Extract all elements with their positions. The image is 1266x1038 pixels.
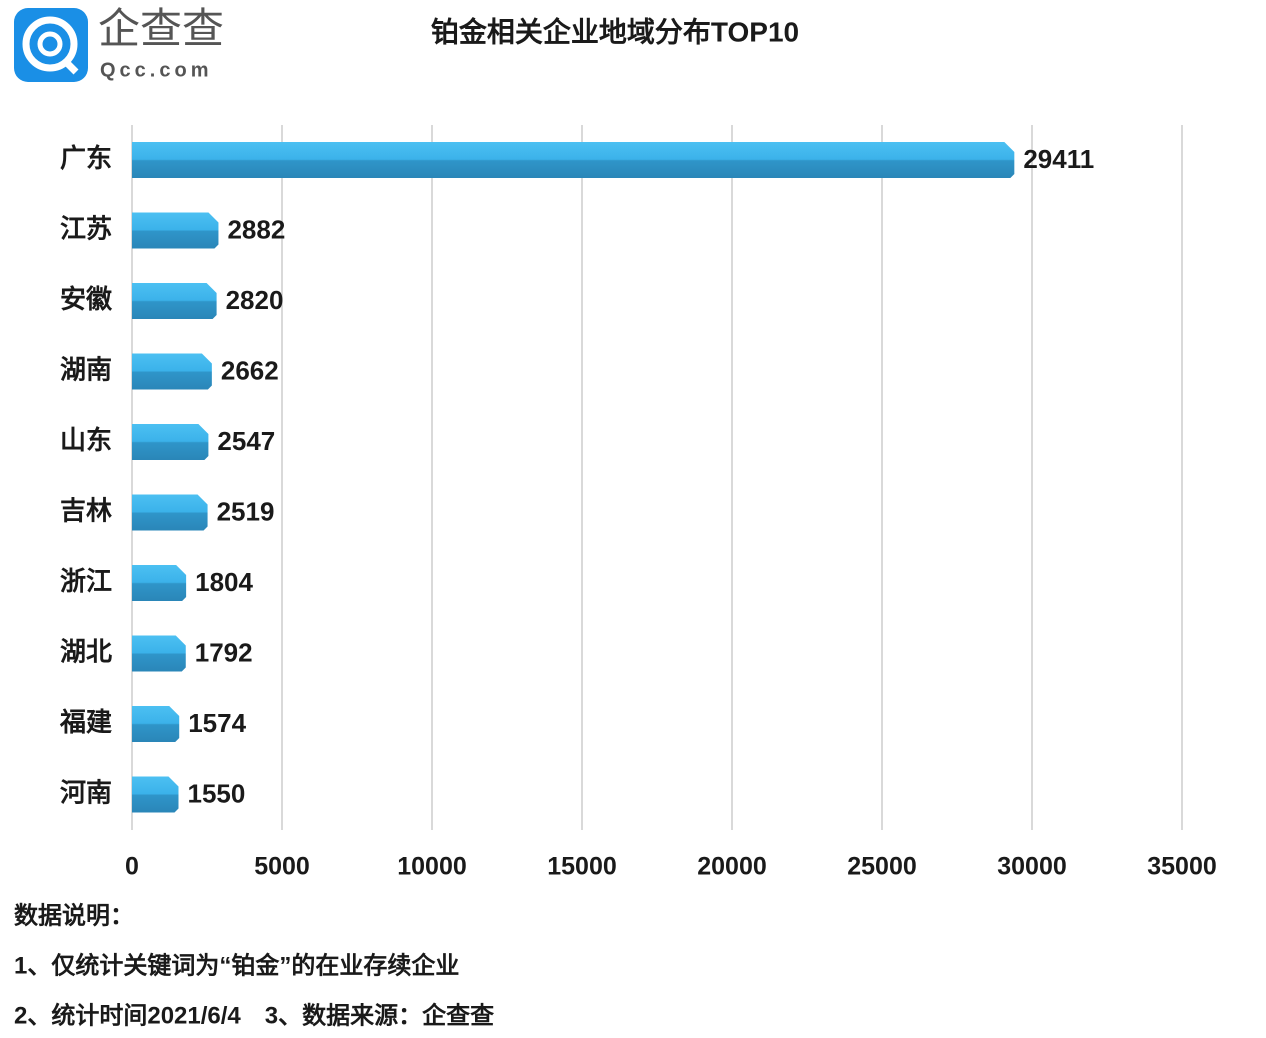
logo-handle — [61, 57, 79, 75]
value-label: 2519 — [217, 496, 275, 526]
value-label: 29411 — [1023, 144, 1094, 174]
x-tick-label: 35000 — [1147, 853, 1217, 881]
note: 2、统计时间2021/6/4 3、数据来源：企查查 — [14, 1001, 494, 1029]
x-tick-label: 25000 — [847, 853, 917, 881]
x-tick-label: 5000 — [254, 853, 310, 881]
logo-inner — [37, 31, 63, 57]
x-tick-label: 15000 — [547, 853, 617, 881]
y-tick-label: 吉林 — [60, 495, 112, 525]
y-tick-label: 湖南 — [60, 354, 112, 384]
bar — [132, 142, 1015, 178]
bar — [132, 424, 209, 460]
logo-domain: Qcc.com — [100, 59, 212, 81]
y-tick-label: 安徽 — [60, 284, 113, 314]
x-tick-label: 10000 — [397, 853, 467, 881]
y-tick-label: 浙江 — [60, 566, 112, 596]
bar — [132, 635, 186, 672]
bar — [132, 706, 180, 742]
logo-name: 企查查 — [98, 5, 224, 52]
logo: 企查查 Qcc.com — [14, 5, 224, 82]
chart-title: 铂金相关企业地域分布TOP10 — [431, 15, 799, 47]
y-tick-label: 广东 — [60, 143, 112, 173]
value-label: 2662 — [221, 355, 279, 385]
value-label: 1792 — [195, 637, 253, 667]
y-tick-label: 河南 — [60, 777, 112, 807]
bar — [132, 353, 212, 390]
bar — [132, 565, 187, 601]
y-tick-label: 山东 — [60, 425, 112, 455]
bar — [132, 212, 219, 249]
value-label: 2820 — [226, 285, 284, 315]
logo-ring — [22, 16, 78, 72]
value-label: 2882 — [227, 214, 285, 244]
bar — [132, 494, 208, 531]
y-tick-label: 湖北 — [60, 636, 112, 666]
y-tick-label: 福建 — [59, 707, 112, 737]
note: 1、仅统计关键词为“铂金”的在业存续企业 — [14, 951, 459, 979]
x-tick-label: 20000 — [697, 853, 767, 881]
y-tick-label: 江苏 — [60, 213, 112, 243]
value-label: 1550 — [188, 778, 246, 808]
bar — [132, 776, 179, 813]
value-label: 1574 — [188, 708, 246, 738]
bar — [132, 283, 217, 319]
note: 数据说明： — [14, 901, 134, 929]
value-label: 2547 — [217, 426, 275, 456]
x-tick-label: 30000 — [997, 853, 1067, 881]
value-label: 1804 — [195, 567, 253, 597]
x-tick-label: 0 — [125, 853, 139, 881]
